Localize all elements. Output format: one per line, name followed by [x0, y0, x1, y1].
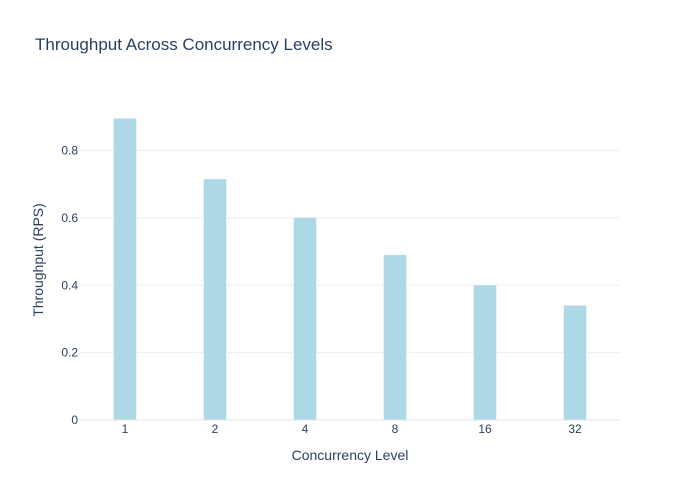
x-tick-label: 2 — [212, 422, 219, 436]
x-tick-label: 4 — [302, 422, 309, 436]
x-tick-label: 32 — [568, 422, 582, 436]
y-tick-label: 0.4 — [61, 278, 78, 292]
bar-32[interactable] — [563, 305, 587, 420]
bars — [113, 118, 587, 421]
x-axis-ticks: 1 2 4 8 16 32 — [122, 422, 582, 436]
gridlines — [80, 150, 620, 354]
bar-4[interactable] — [293, 217, 317, 420]
y-tick-label: 0.6 — [61, 211, 78, 225]
bar-16[interactable] — [473, 285, 497, 420]
bar-8[interactable] — [383, 254, 407, 420]
x-tick-label: 16 — [478, 422, 492, 436]
x-tick-label: 1 — [122, 422, 129, 436]
y-axis-ticks: 0 0.2 0.4 0.6 0.8 — [61, 144, 78, 427]
y-tick-label: 0.2 — [61, 346, 78, 360]
bar-2[interactable] — [203, 179, 227, 420]
y-tick-label: 0.8 — [61, 144, 78, 158]
x-tick-label: 8 — [392, 422, 399, 436]
x-axis-title: Concurrency Level — [292, 447, 409, 463]
bar-1[interactable] — [113, 118, 137, 421]
y-tick-label: 0 — [71, 413, 78, 427]
chart-title: Throughput Across Concurrency Levels — [35, 35, 333, 54]
y-axis-title: Throughput (RPS) — [30, 203, 46, 317]
